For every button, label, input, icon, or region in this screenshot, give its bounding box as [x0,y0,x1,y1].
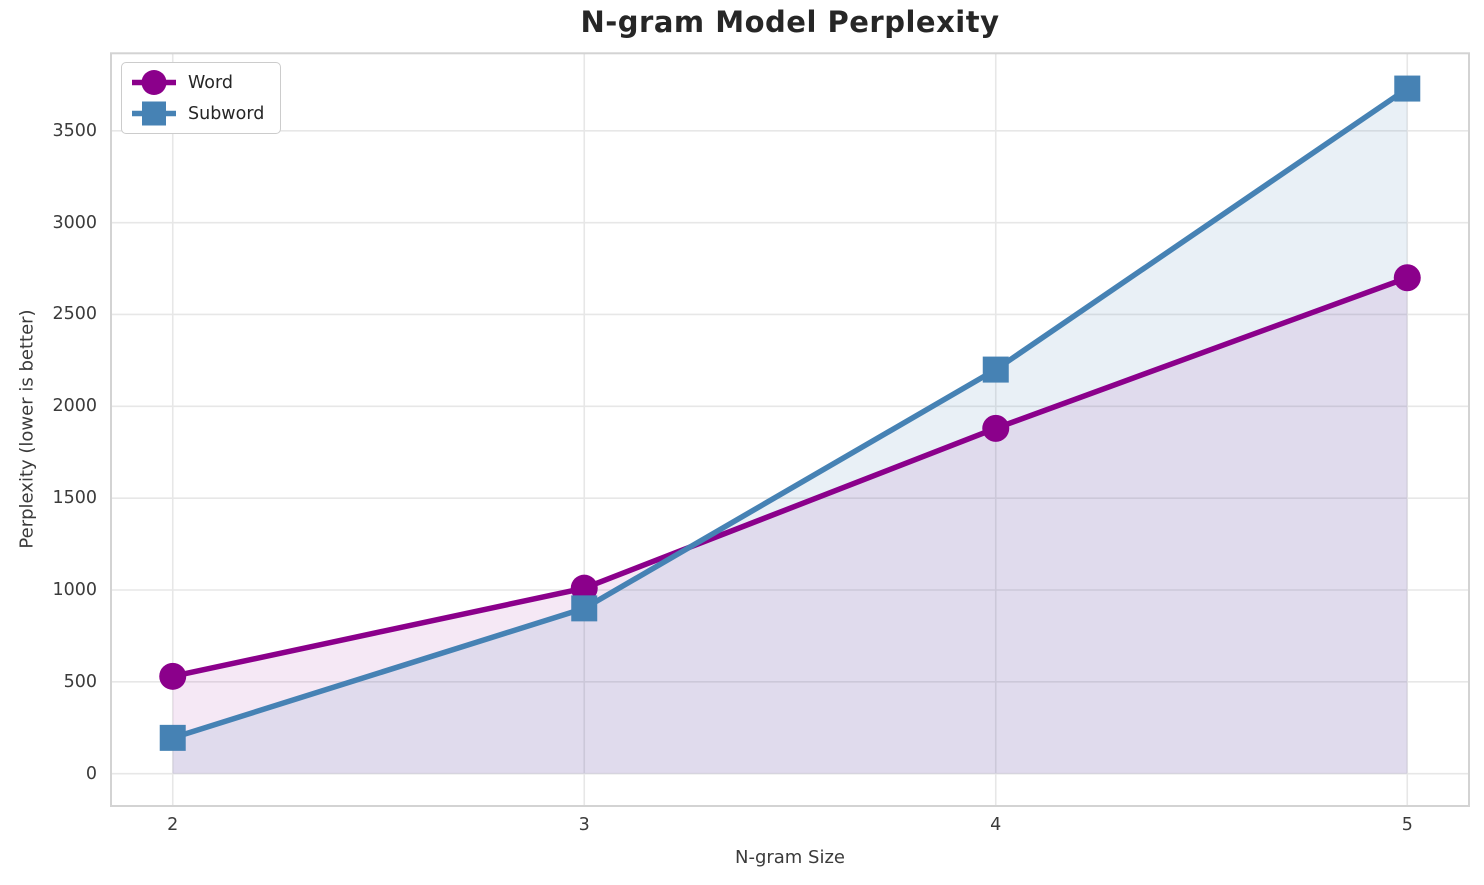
subword-marker [1394,75,1421,102]
plot-border [110,52,1470,808]
x-tick-label: 3 [578,815,590,835]
y-tick-label: 3500 [52,120,97,141]
chart-title: N-gram Model Perplexity [580,5,1000,39]
x-axis-label: N-gram Size [734,847,846,868]
legend-item-word: Word [130,67,264,98]
subword-area-fill [172,88,1408,774]
y-tick-label: 1500 [52,488,97,509]
y-tick-label: 2000 [52,396,97,417]
y-tick-label: 3000 [52,212,97,233]
subword-marker [982,356,1009,383]
subword-marker [571,595,598,622]
y-tick-label: 2500 [52,304,97,325]
y-axis-label: Perplexity (lower is better) [16,309,38,549]
subword-square-marker-icon [132,101,176,126]
legend-label-subword: Subword [188,103,265,124]
x-tick-label: 5 [1401,815,1413,835]
word-area-fill [172,277,1408,774]
word-circle-marker-icon [132,70,176,95]
legend: Word Subword [121,62,282,134]
word-marker [982,414,1010,442]
subword-line [169,85,1411,741]
subword-marker [159,724,186,751]
legend-label-word: Word [188,72,233,93]
word-marker [1393,264,1421,292]
word-marker [570,574,598,602]
x-tick-label: 4 [990,815,1002,835]
y-tick-label: 500 [63,671,97,692]
legend-item-subword: Subword [130,98,264,129]
x-tick-label: 2 [167,815,179,835]
word-line [169,275,1411,680]
y-tick-label: 0 [85,763,97,784]
y-tick-label: 1000 [52,579,97,600]
word-marker [159,662,187,690]
